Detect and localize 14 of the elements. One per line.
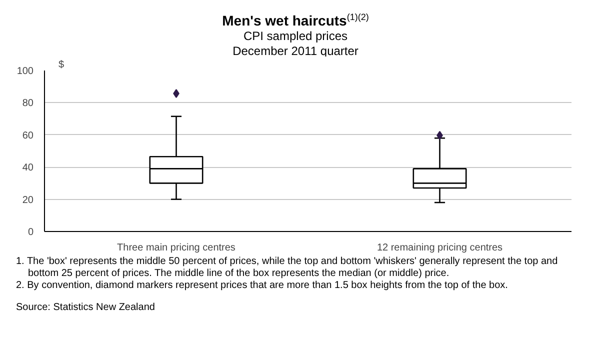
chart-title: Men's wet haircuts$^{(1)(2)}$ — [221, 11, 370, 29]
y-tick-label: 100 — [16, 66, 34, 77]
x-tick-label: Three main pricing centres — [117, 242, 236, 254]
y-axis-title: $ — [58, 60, 64, 70]
text: 2. By convention, diamond markers represent prices that are more than 1.5 box heights from the top of the box. — [16, 280, 509, 292]
source-note: Source: Statistics New Zealand — [16, 302, 156, 314]
y-tick-label: 0 — [28, 227, 34, 238]
y-tick-label: 20 — [22, 194, 34, 206]
text: 1. The 'box' represents the middle 50 percent of prices, while the top and bottom 'whiskers' generally represent the top and bottom 25 percent of prices. The middle line of the box represents the median (or middle) price. — [16, 256, 559, 280]
x-tick-label: 12 remaining pricing centres — [376, 242, 503, 254]
y-tick-label: 40 — [22, 162, 34, 174]
y-tick-label: 60 — [22, 130, 34, 142]
y-tick-label: 80 — [22, 98, 34, 110]
chart-subtitle: CPI sampled prices December 2011 quarter — [232, 28, 360, 59]
